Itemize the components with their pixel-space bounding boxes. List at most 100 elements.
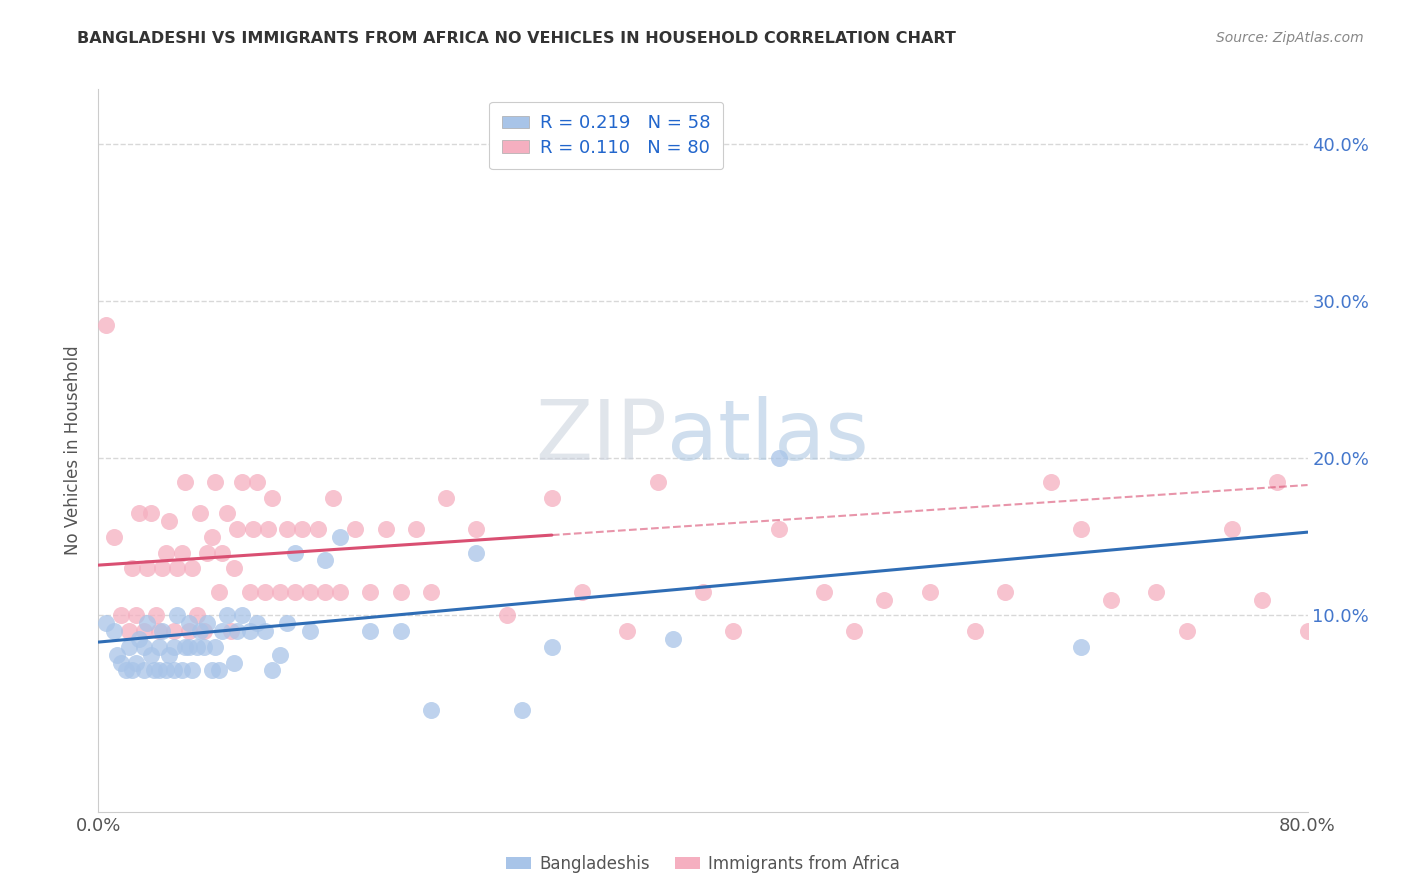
Point	[118, 640, 141, 654]
Point	[141, 648, 163, 662]
Point	[420, 703, 443, 717]
Point	[141, 506, 163, 520]
Point	[647, 475, 669, 489]
Point	[114, 664, 136, 678]
Text: BANGLADESHI VS IMMIGRANTS FROM AFRICA NO VEHICLES IN HOUSEHOLD CORRELATION CHART: BANGLADESHI VS IMMIGRANTS FROM AFRICA NO…	[77, 31, 956, 46]
Point	[276, 616, 298, 631]
Point	[307, 522, 329, 536]
Point	[195, 616, 218, 631]
Point	[994, 584, 1017, 599]
Point	[239, 584, 262, 599]
Point	[132, 640, 155, 654]
Point	[226, 522, 249, 536]
Y-axis label: No Vehicles in Household: No Vehicles in Household	[65, 345, 83, 556]
Point	[221, 624, 243, 639]
Point	[94, 616, 117, 631]
Point	[181, 664, 204, 678]
Point	[208, 664, 231, 678]
Legend: Bangladeshis, Immigrants from Africa: Bangladeshis, Immigrants from Africa	[499, 848, 907, 880]
Point	[844, 624, 866, 639]
Point	[128, 506, 150, 520]
Point	[215, 608, 238, 623]
Point	[918, 584, 941, 599]
Point	[128, 632, 150, 646]
Point	[1099, 592, 1122, 607]
Point	[170, 664, 193, 678]
Point	[193, 624, 215, 639]
Point	[231, 475, 253, 489]
Point	[121, 664, 143, 678]
Point	[231, 608, 253, 623]
Point	[166, 561, 188, 575]
Point	[329, 584, 352, 599]
Text: atlas: atlas	[666, 395, 869, 476]
Point	[1267, 475, 1289, 489]
Point	[224, 561, 246, 575]
Point	[105, 648, 128, 662]
Point	[170, 545, 193, 559]
Point	[181, 561, 204, 575]
Point	[389, 584, 412, 599]
Point	[344, 522, 367, 536]
Point	[291, 522, 314, 536]
Point	[616, 624, 638, 639]
Point	[188, 624, 211, 639]
Point	[135, 561, 157, 575]
Point	[465, 522, 488, 536]
Point	[193, 640, 215, 654]
Point	[269, 648, 291, 662]
Legend: R = 0.219   N = 58, R = 0.110   N = 80: R = 0.219 N = 58, R = 0.110 N = 80	[489, 102, 723, 169]
Point	[314, 584, 336, 599]
Point	[201, 664, 224, 678]
Point	[173, 640, 195, 654]
Point	[215, 506, 238, 520]
Point	[299, 624, 322, 639]
Point	[813, 584, 835, 599]
Point	[148, 640, 170, 654]
Point	[148, 664, 170, 678]
Point	[389, 624, 412, 639]
Point	[256, 522, 278, 536]
Point	[262, 664, 284, 678]
Point	[540, 640, 562, 654]
Point	[1039, 475, 1062, 489]
Text: ZIP: ZIP	[534, 395, 666, 476]
Point	[242, 522, 264, 536]
Point	[103, 624, 125, 639]
Point	[692, 584, 714, 599]
Point	[1251, 592, 1274, 607]
Point	[110, 608, 132, 623]
Point	[179, 616, 201, 631]
Point	[329, 530, 352, 544]
Point	[1175, 624, 1198, 639]
Point	[143, 664, 166, 678]
Point	[284, 584, 307, 599]
Point	[155, 545, 177, 559]
Point	[269, 584, 291, 599]
Point	[179, 640, 201, 654]
Point	[186, 640, 208, 654]
Point	[125, 608, 148, 623]
Point	[299, 584, 322, 599]
Point	[135, 616, 157, 631]
Point	[322, 491, 344, 505]
Point	[661, 632, 683, 646]
Point	[1144, 584, 1167, 599]
Point	[374, 522, 396, 536]
Point	[465, 545, 488, 559]
Point	[723, 624, 745, 639]
Point	[965, 624, 987, 639]
Point	[211, 624, 233, 639]
Point	[132, 624, 155, 639]
Text: Source: ZipAtlas.com: Source: ZipAtlas.com	[1216, 31, 1364, 45]
Point	[204, 640, 226, 654]
Point	[204, 475, 226, 489]
Point	[246, 475, 269, 489]
Point	[360, 624, 382, 639]
Point	[540, 491, 562, 505]
Point	[173, 475, 195, 489]
Point	[132, 664, 155, 678]
Point	[262, 491, 284, 505]
Point	[1220, 522, 1243, 536]
Point	[1070, 640, 1092, 654]
